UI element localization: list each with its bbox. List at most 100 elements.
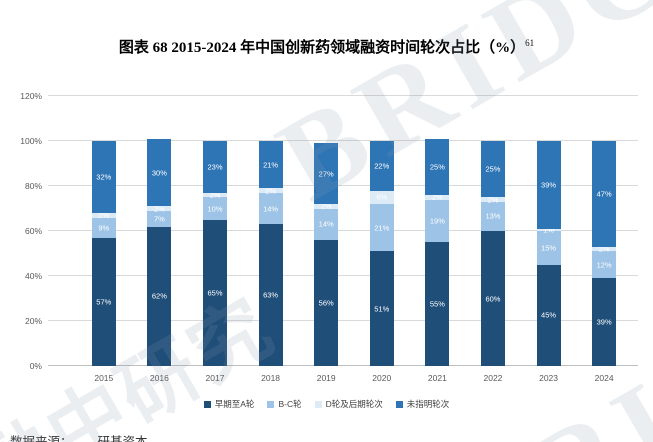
gridline: [48, 185, 638, 186]
y-axis-tick: 120%: [20, 91, 42, 101]
bar-segment: 15%: [536, 231, 561, 265]
bar-segment: 21%: [258, 141, 283, 189]
legend-swatch: [203, 400, 211, 408]
bar-segment: 2%: [91, 210, 116, 220]
y-axis-tick: 60%: [24, 226, 42, 236]
bar-column-2018: 63% 14% 2% 21% 2018: [243, 96, 299, 383]
bar-segment: 14%: [258, 192, 283, 225]
bar-segment-label: 30%: [151, 167, 167, 177]
bar-segment-label: 32%: [96, 172, 112, 182]
legend-swatch: [267, 400, 275, 408]
x-axis-label: 2024: [594, 373, 614, 383]
figure-title-text: 图表 68 2015-2024 年中国创新药领域融资时间轮次占比（%）: [118, 40, 526, 56]
bar-segment: 27%: [314, 143, 339, 204]
x-axis-label: 2018: [261, 373, 281, 383]
bar-segment-label: 14%: [318, 219, 334, 229]
bar-segment: 12%: [592, 251, 617, 279]
bar-segment: 22%: [369, 141, 394, 191]
bar-segment-label: 21%: [263, 159, 279, 169]
legend-item: 未指明轮次: [395, 398, 449, 410]
bar-column-2015: 57% 9% 2% 32% 2015: [76, 96, 132, 383]
stacked-bar: 39% 12% 2% 47%: [592, 141, 617, 366]
x-axis-label: 2016: [149, 373, 169, 383]
bar-segment-label: 39%: [541, 180, 557, 190]
stacked-bar-chart-plot: 57% 9% 2% 32% 2015 62% 7% 2% 30% 2016 65% 10% 2% 23% 2…: [48, 95, 638, 383]
gridline: [48, 275, 638, 276]
bar-segment-label: 56%: [318, 298, 334, 308]
bar-segment: 30%: [147, 138, 172, 207]
y-axis-tick: 0%: [29, 361, 42, 371]
bar-column-2019: 56% 14% 2% 27% 2019: [298, 96, 354, 383]
bar-segment-label: 2%: [265, 185, 276, 195]
bar-column-2023: 45% 15% 1% 39% 2023: [521, 96, 577, 383]
bar-segment-label: 2%: [98, 210, 110, 220]
bar-segment: 63%: [258, 224, 283, 366]
bar-segment-label: 25%: [429, 162, 445, 172]
bar-segment-label: 1%: [543, 225, 554, 235]
bar-segment-label: 15%: [541, 243, 557, 253]
bar-segment: 45%: [536, 264, 561, 366]
bar-segment-label: 22%: [374, 161, 390, 170]
stacked-bar: 60% 13% 2% 25%: [480, 141, 505, 366]
bar-segment: 7%: [147, 210, 172, 227]
bar-segment: 25%: [425, 138, 450, 195]
bar-segment-label: 65%: [207, 288, 223, 298]
bar-segment-label: 12%: [596, 260, 612, 269]
y-axis-tick: 20%: [24, 316, 42, 326]
stacked-bar: 56% 14% 2% 27%: [314, 143, 339, 366]
x-axis-label: 2022: [483, 373, 503, 383]
bar-segment: 62%: [147, 226, 172, 366]
legend-swatch: [395, 400, 403, 408]
figure-title-footnote: 61: [525, 38, 535, 48]
bar-segment: 2%: [425, 192, 450, 202]
stacked-bar: 63% 14% 2% 21%: [258, 141, 283, 366]
bar-segment-label: 2%: [487, 194, 499, 204]
bar-segment-label: 45%: [541, 310, 557, 320]
legend-label: 早期至A轮: [214, 399, 255, 409]
bar-segment: 2%: [147, 203, 172, 213]
x-axis-label: 2019: [316, 373, 336, 383]
bar-segment: 9%: [91, 217, 116, 238]
bar-segment: 2%: [258, 185, 283, 195]
gridline: [48, 365, 638, 366]
bar-segment: 21%: [369, 204, 394, 252]
bar-segment: 47%: [592, 141, 617, 247]
y-axis-tick: 100%: [20, 136, 42, 146]
bar-column-2016: 62% 7% 2% 30% 2016: [132, 96, 188, 383]
bar-segment: 6%: [369, 190, 394, 204]
bar-segment-label: 2%: [153, 203, 165, 213]
bar-segment: 19%: [425, 199, 450, 243]
bar-segment-label: 2%: [598, 244, 610, 254]
bar-segment: 10%: [202, 197, 227, 220]
bar-column-2020: 51% 21% 6% 22% 2020: [354, 96, 410, 383]
bar-segment-label: 14%: [263, 203, 279, 213]
bar-segment: 1%: [536, 225, 561, 235]
stacked-bar: 57% 9% 2% 32%: [91, 141, 116, 366]
legend-label: B-C轮: [278, 399, 302, 409]
bar-segment: 2%: [202, 191, 227, 198]
legend-item: D轮及后期轮次: [314, 398, 383, 410]
gridline: [48, 140, 638, 141]
legend-label: D轮及后期轮次: [325, 399, 383, 409]
x-axis-label: 2015: [94, 373, 114, 383]
source-note: 数据来源：——研基资本: [10, 435, 148, 442]
bar-segment-label: 2%: [431, 192, 443, 202]
bar-segment-label: 60%: [485, 293, 501, 303]
x-axis-label: 2017: [205, 373, 225, 383]
bar-segment-label: 51%: [374, 303, 390, 313]
bar-segment: 65%: [202, 219, 227, 366]
bar-segment-label: 13%: [485, 211, 501, 221]
x-axis-label: 2020: [372, 373, 392, 383]
stacked-bar: 55% 19% 2% 25%: [425, 138, 450, 366]
bar-segment: 39%: [536, 141, 561, 229]
bar-segment-label: 19%: [429, 216, 445, 226]
bar-column-2022: 60% 13% 2% 25% 2022: [465, 96, 521, 383]
gridline: [48, 95, 638, 96]
bar-segment-label: 47%: [596, 189, 612, 199]
x-axis-label: 2021: [427, 373, 447, 383]
x-axis-label: 2023: [539, 373, 559, 383]
bar-segment-label: 2%: [320, 201, 332, 211]
bar-segment: 55%: [425, 242, 450, 366]
legend-item: 早期至A轮: [203, 398, 255, 410]
